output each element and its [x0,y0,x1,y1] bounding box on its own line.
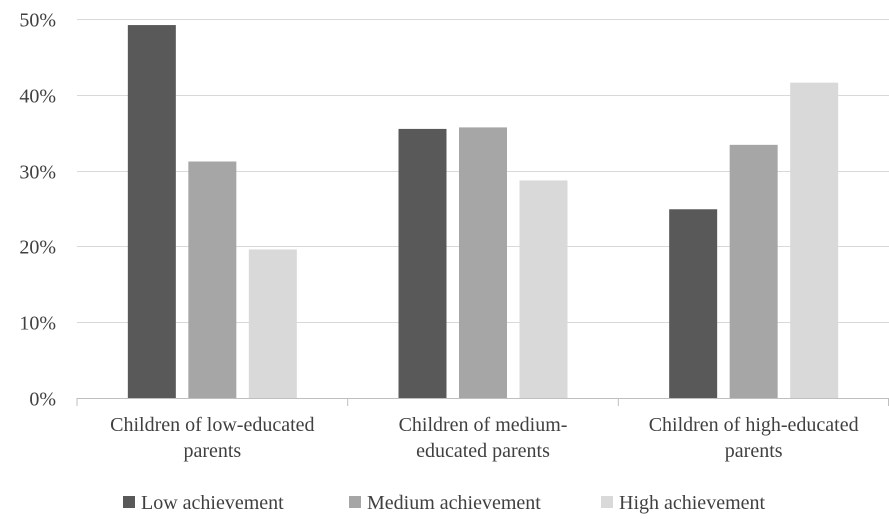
bar-high-achievement-1 [519,180,568,398]
y-tick-label: 50% [19,10,56,32]
legend-swatch [601,496,613,508]
category-label: Children of high-educated [649,414,859,436]
legend: Low achievement Medium achievement High ac… [123,492,765,514]
legend-label: Medium achievement [367,492,541,514]
legend-swatch [349,496,361,508]
y-tick-label: 10% [19,313,56,335]
bar-high-achievement-0 [248,249,297,398]
y-tick-label: 30% [19,162,56,184]
category-label: parents [725,440,783,462]
category-label: parents [183,440,241,462]
category-labels: Children of low-educated parents Children … [110,414,858,462]
y-tick-label: 20% [19,237,56,259]
bars [127,25,839,399]
category-label: educated parents [416,440,550,462]
bar-medium-achievement-2 [729,144,778,398]
x-axis [76,398,889,406]
y-tick-label: 40% [19,86,56,108]
bar-low-achievement-0 [127,25,176,399]
y-tick-label: 0% [29,389,56,411]
bar-medium-achievement-0 [188,161,237,398]
category-label: Children of medium- [399,414,568,436]
legend-label: High achievement [619,492,765,514]
bar-high-achievement-2 [790,82,839,398]
bar-low-achievement-2 [669,209,718,398]
legend-swatch [123,496,135,508]
y-axis-tick-labels: 0% 10% 20% 30% 40% 50% [19,10,56,411]
bar-low-achievement-1 [398,128,447,398]
legend-label: Low achievement [141,492,284,514]
category-label: Children of low-educated [110,414,314,436]
bar-medium-achievement-1 [459,127,507,399]
